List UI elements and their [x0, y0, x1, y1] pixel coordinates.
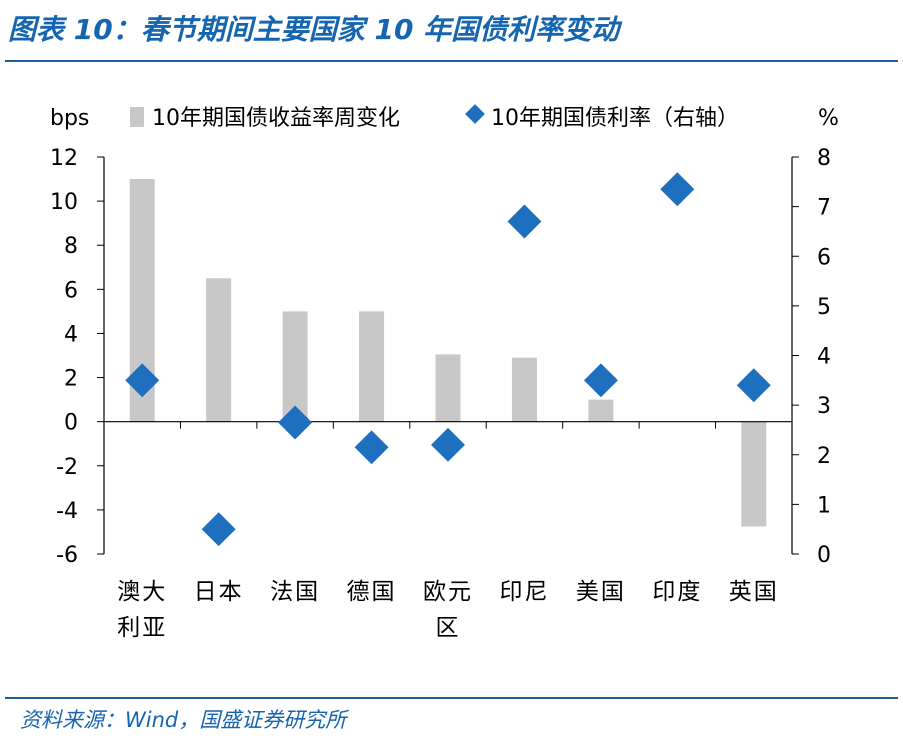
right-tick-label: 1: [817, 493, 831, 518]
left-tick-label: 4: [64, 322, 78, 347]
rate-marker: [583, 363, 618, 398]
legend-bar-label: 10年期国债收益率周变化: [152, 106, 400, 131]
left-tick-label: -2: [56, 455, 78, 480]
rate-marker: [431, 427, 465, 462]
category-label: 欧元: [423, 579, 473, 605]
rate-marker: [354, 430, 389, 465]
left-tick-label: 8: [64, 234, 78, 259]
right-tick-label: 5: [817, 295, 831, 320]
chart: 10年期国债收益率周变化 10年期国债利率（右轴） bps % 12108642…: [50, 104, 839, 641]
category-label: 区: [436, 615, 461, 641]
bar: [741, 421, 767, 527]
right-axis-label: %: [818, 106, 839, 131]
category-label: 日本: [194, 579, 244, 605]
right-tick-label: 7: [817, 196, 831, 221]
rate-marker: [201, 512, 236, 547]
rate-marker: [660, 172, 695, 207]
bar: [511, 357, 537, 422]
category-label: 美国: [576, 579, 626, 605]
bar: [282, 311, 308, 422]
title-divider: [5, 60, 898, 62]
rate-marker: [507, 204, 542, 239]
marker-series: [125, 172, 771, 547]
bar: [435, 354, 461, 422]
right-tick-label: 0: [817, 543, 831, 568]
chart-title: 图表 10：春节期间主要国家 10 年国债利率变动: [8, 13, 620, 46]
category-label: 澳大: [117, 579, 167, 605]
left-tick-label: -4: [56, 499, 78, 524]
category-label: 德国: [347, 579, 397, 605]
left-tick-label: 0: [64, 411, 78, 436]
legend-bar-swatch: [130, 107, 144, 127]
category-label: 利亚: [117, 615, 167, 641]
rate-marker: [278, 405, 313, 440]
bar-series: [129, 179, 767, 527]
bar: [588, 399, 614, 422]
right-tick-label: 3: [817, 394, 831, 419]
category-label: 英国: [729, 579, 779, 605]
left-tick-label: 12: [50, 146, 78, 171]
right-tick-label: 8: [817, 146, 831, 171]
rate-marker: [736, 368, 771, 403]
left-tick-label: -6: [56, 543, 78, 568]
left-axis-ticks: 12 10 8 6 4 2 0 -2 -4 -6: [50, 146, 104, 568]
rate-marker: [125, 363, 160, 398]
legend-marker-label: 10年期国债利率（右轴）: [491, 106, 739, 131]
left-tick-label: 6: [64, 278, 78, 303]
left-axis-label: bps: [50, 106, 89, 131]
source-note: 资料来源：Wind，国盛证券研究所: [20, 708, 347, 732]
right-tick-label: 4: [817, 345, 831, 370]
bar: [206, 278, 232, 422]
right-tick-label: 2: [817, 444, 831, 469]
right-axis-ticks: 8 7 6 5 4 3 2 1 0: [792, 146, 831, 568]
left-tick-label: 10: [50, 190, 78, 215]
legend-marker-swatch: [465, 104, 485, 124]
category-label: 印度: [652, 579, 702, 605]
axes: [103, 157, 793, 554]
category-label: 印尼: [499, 579, 549, 605]
right-tick-label: 6: [817, 245, 831, 270]
legend: 10年期国债收益率周变化 10年期国债利率（右轴）: [130, 104, 739, 131]
category-label: 法国: [270, 579, 320, 605]
footer-divider: [5, 697, 898, 699]
bar: [359, 311, 385, 422]
left-tick-label: 2: [64, 367, 78, 392]
